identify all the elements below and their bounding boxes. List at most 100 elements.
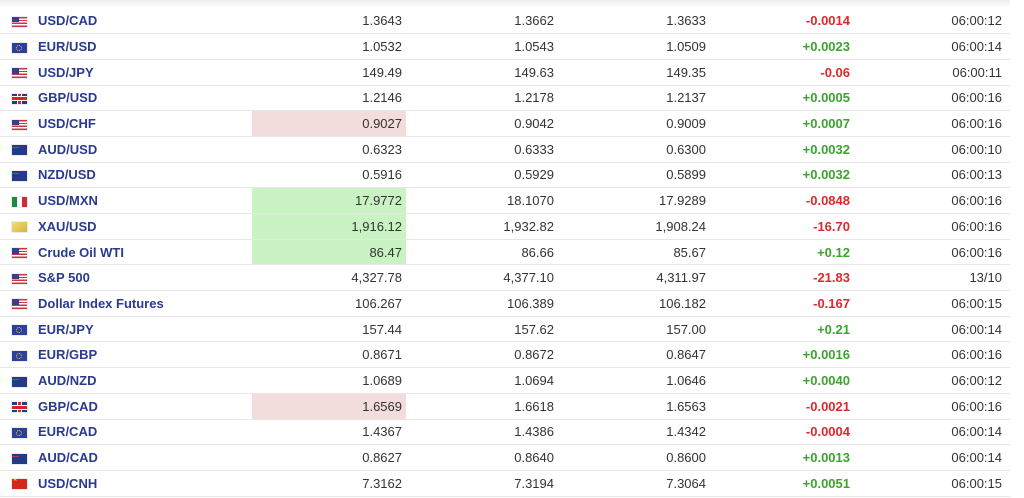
high-price: 1.3662 (406, 8, 558, 35)
high-price: 7.3194 (406, 470, 558, 497)
instrument-name-cell: EUR/CAD (38, 419, 252, 446)
instrument-link[interactable]: USD/CNH (38, 475, 98, 491)
table-row[interactable]: Crude Oil WTI 86.47 86.66 85.67 +0.12 06… (0, 239, 1024, 266)
last-price: 157.44 (252, 316, 406, 343)
table-row[interactable]: EUR/USD 1.0532 1.0543 1.0509 +0.0023 06:… (0, 33, 1024, 60)
instrument-link[interactable]: USD/CAD (38, 13, 98, 29)
table-row[interactable]: GBP/USD 1.2146 1.2178 1.2137 +0.0005 06:… (0, 85, 1024, 112)
table-row[interactable]: USD/JPY 149.49 149.63 149.35 -0.06 06:00… (0, 59, 1024, 86)
instrument-name-cell: EUR/JPY (38, 316, 252, 343)
instrument-name-cell: XAU/USD (38, 213, 252, 240)
flag-cell (0, 136, 38, 163)
update-time: 06:00:16 (854, 85, 1006, 112)
table-row[interactable]: USD/MXN 17.9772 18.1070 17.9289 -0.0848 … (0, 187, 1024, 214)
update-time: 06:00:14 (854, 33, 1006, 60)
change-value: +0.0007 (710, 110, 854, 137)
au-flag-icon (11, 453, 27, 464)
instrument-name-cell: AUD/CAD (38, 444, 252, 471)
table-row[interactable]: NZD/USD 0.5916 0.5929 0.5899 +0.0032 06:… (0, 162, 1024, 189)
high-price: 1,932.82 (406, 213, 558, 240)
low-price: 0.6300 (558, 136, 710, 163)
low-price: 1.0509 (558, 33, 710, 60)
flag-cell (0, 59, 38, 86)
table-row[interactable]: EUR/CAD 1.4367 1.4386 1.4342 -0.0004 06:… (0, 419, 1024, 446)
low-price: 0.8600 (558, 444, 710, 471)
instrument-link[interactable]: Dollar Index Futures (38, 295, 164, 311)
high-price: 149.63 (406, 59, 558, 86)
instrument-link[interactable]: EUR/CAD (38, 424, 98, 440)
instrument-name-cell: Crude Oil WTI (38, 239, 252, 266)
instrument-link[interactable]: AUD/CAD (38, 450, 98, 466)
instrument-link[interactable]: EUR/GBP (38, 347, 98, 363)
last-price: 1.0532 (252, 33, 406, 60)
instrument-link[interactable]: GBP/CAD (38, 398, 98, 414)
instrument-link[interactable]: Crude Oil WTI (38, 244, 124, 260)
change-value: +0.0005 (710, 85, 854, 112)
table-row[interactable]: AUD/USD 0.6323 0.6333 0.6300 +0.0032 06:… (0, 136, 1024, 163)
instrument-link[interactable]: USD/MXN (38, 193, 98, 209)
table-row[interactable]: USD/CAD 1.3643 1.3662 1.3633 -0.0014 06:… (0, 8, 1024, 35)
instrument-link[interactable]: AUD/NZD (38, 372, 97, 388)
update-time: 06:00:16 (854, 213, 1006, 240)
last-price: 0.9027 (252, 110, 406, 137)
change-value: -0.0004 (710, 419, 854, 446)
update-time: 06:00:13 (854, 162, 1006, 189)
low-price: 1,908.24 (558, 213, 710, 240)
scrollbar[interactable] (1010, 0, 1024, 498)
change-value: +0.0013 (710, 444, 854, 471)
table-row[interactable]: USD/CNH 7.3162 7.3194 7.3064 +0.0051 06:… (0, 470, 1024, 497)
table-row[interactable]: USD/CHF 0.9027 0.9042 0.9009 +0.0007 06:… (0, 110, 1024, 137)
high-price: 1.4386 (406, 419, 558, 446)
high-price: 1.0543 (406, 33, 558, 60)
instrument-link[interactable]: AUD/USD (38, 141, 98, 157)
table-row[interactable]: Dollar Index Futures 106.267 106.389 106… (0, 290, 1024, 317)
instrument-name-cell: S&P 500 (38, 264, 252, 292)
table-row[interactable]: GBP/CAD 1.6569 1.6618 1.6563 -0.0021 06:… (0, 393, 1024, 420)
flag-cell (0, 470, 38, 497)
change-value: +0.0032 (710, 136, 854, 163)
au-flag-icon (11, 145, 27, 156)
table-row[interactable]: EUR/JPY 157.44 157.62 157.00 +0.21 06:00… (0, 316, 1024, 343)
instrument-link[interactable]: EUR/JPY (38, 321, 94, 337)
us-flag-icon (11, 196, 27, 207)
update-time: 06:00:14 (854, 419, 1006, 446)
last-price: 1.2146 (252, 85, 406, 112)
table-row[interactable]: XAU/USD 1,916.12 1,932.82 1,908.24 -16.7… (0, 213, 1024, 240)
instrument-name-cell: AUD/NZD (38, 367, 252, 394)
instrument-link[interactable]: S&P 500 (38, 270, 90, 286)
instrument-link[interactable]: XAU/USD (38, 218, 97, 234)
xau-flag-icon (11, 222, 27, 233)
table-row[interactable]: EUR/GBP 0.8671 0.8672 0.8647 +0.0016 06:… (0, 341, 1024, 369)
low-price: 106.182 (558, 290, 710, 317)
instrument-link[interactable]: USD/JPY (38, 64, 94, 80)
instrument-link[interactable]: USD/CHF (38, 116, 96, 132)
low-price: 1.4342 (558, 419, 710, 446)
instrument-name-cell: USD/CHF (38, 110, 252, 137)
table-row[interactable]: AUD/CAD 0.8627 0.8640 0.8600 +0.0013 06:… (0, 444, 1024, 471)
last-price: 86.47 (252, 239, 406, 266)
instrument-link[interactable]: EUR/USD (38, 39, 97, 55)
update-time: 06:00:16 (854, 393, 1006, 420)
high-price: 0.8640 (406, 444, 558, 471)
last-price: 1.4367 (252, 419, 406, 446)
table-row[interactable]: AUD/NZD 1.0689 1.0694 1.0646 +0.0040 06:… (0, 367, 1024, 394)
eu-flag-icon (11, 325, 27, 336)
instrument-name-cell: AUD/USD (38, 136, 252, 163)
instrument-name-cell: GBP/CAD (38, 393, 252, 420)
last-price: 1,916.12 (252, 213, 406, 240)
table-row[interactable]: S&P 500 4,327.78 4,377.10 4,311.97 -21.8… (0, 264, 1024, 292)
instrument-link[interactable]: GBP/USD (38, 90, 98, 106)
high-price: 106.389 (406, 290, 558, 317)
last-price: 0.8671 (252, 341, 406, 369)
high-price: 0.9042 (406, 110, 558, 137)
low-price: 1.2137 (558, 85, 710, 112)
instrument-link[interactable]: NZD/USD (38, 167, 96, 183)
eu-flag-icon (11, 42, 27, 53)
us-flag-icon (11, 248, 27, 259)
change-value: -0.167 (710, 290, 854, 317)
flag-cell (0, 393, 38, 420)
update-time: 06:00:15 (854, 290, 1006, 317)
instrument-name-cell: GBP/USD (38, 85, 252, 112)
high-price: 86.66 (406, 239, 558, 266)
